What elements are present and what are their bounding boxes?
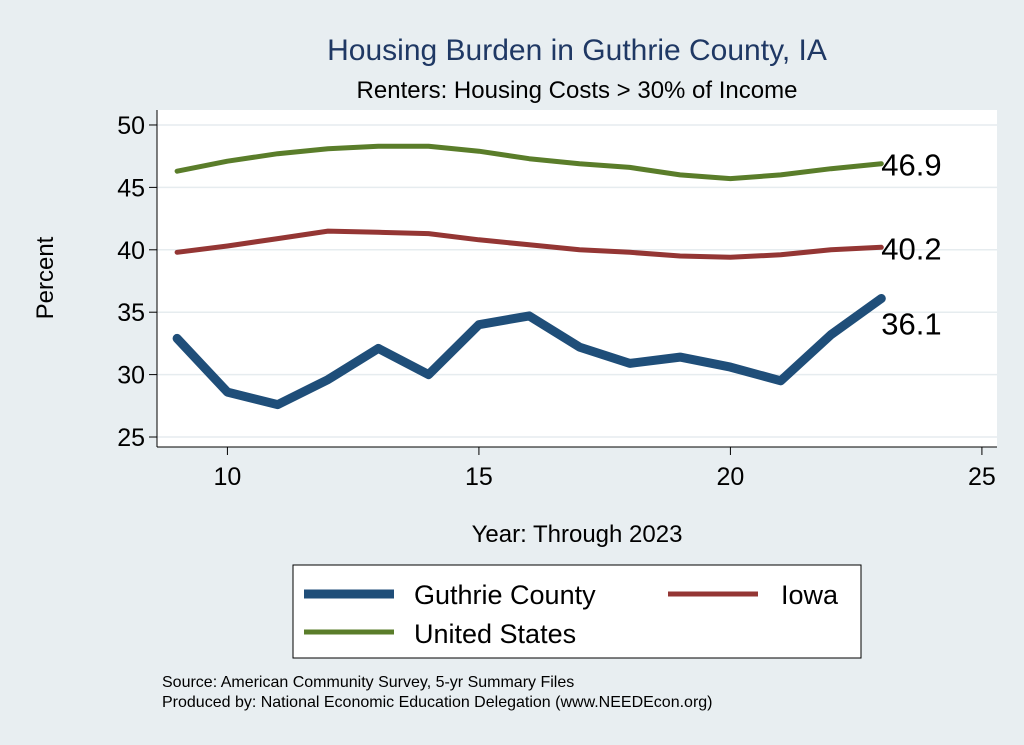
- axes: [156, 110, 997, 448]
- y-tick-labels: 25 30 35 40 45 50: [117, 112, 157, 452]
- y-tick-label-35: 35: [117, 299, 145, 327]
- legend-label-united-states: United States: [414, 619, 576, 649]
- x-tick-label-25: 25: [968, 463, 996, 491]
- legend-box: [292, 564, 862, 659]
- chart-subtitle: Renters: Housing Costs > 30% of Income: [357, 77, 798, 104]
- legend-label-iowa: Iowa: [781, 580, 839, 610]
- series-line-iowa: [174, 228, 884, 260]
- series-line-united-states: [174, 143, 884, 182]
- legend-label-guthrie-county: Guthrie County: [414, 580, 596, 610]
- end-label-iowa: 40.2: [881, 231, 941, 266]
- x-tick-label-15: 15: [465, 463, 493, 491]
- end-label-united-states: 46.9: [881, 148, 941, 183]
- y-tick-label-50: 50: [117, 112, 145, 140]
- produced-by-note: Produced by: National Economic Education…: [162, 694, 713, 711]
- y-tick-label-45: 45: [117, 174, 145, 202]
- x-axis-label: Year: Through 2023: [472, 521, 683, 548]
- x-tick-label-10: 10: [214, 463, 242, 491]
- y-tick-label-40: 40: [117, 237, 145, 265]
- legend: Guthrie County Iowa United States: [292, 564, 862, 659]
- y-axis-label: Percent: [32, 236, 59, 319]
- series-line-guthrie-county: [172, 294, 886, 410]
- x-tick-labels: 10 15 20 25: [214, 447, 996, 491]
- plot-area: [157, 110, 997, 447]
- end-labels: 46.9 40.2 36.1: [881, 148, 941, 342]
- y-tick-label-30: 30: [117, 362, 145, 390]
- x-tick-label-20: 20: [717, 463, 745, 491]
- y-tick-label-25: 25: [117, 424, 145, 452]
- source-note: Source: American Community Survey, 5-yr …: [162, 674, 574, 691]
- y-gridlines: [157, 124, 997, 438]
- end-label-guthrie-county: 36.1: [881, 306, 941, 341]
- chart-title: Housing Burden in Guthrie County, IA: [327, 34, 827, 67]
- series-lines: [172, 143, 886, 410]
